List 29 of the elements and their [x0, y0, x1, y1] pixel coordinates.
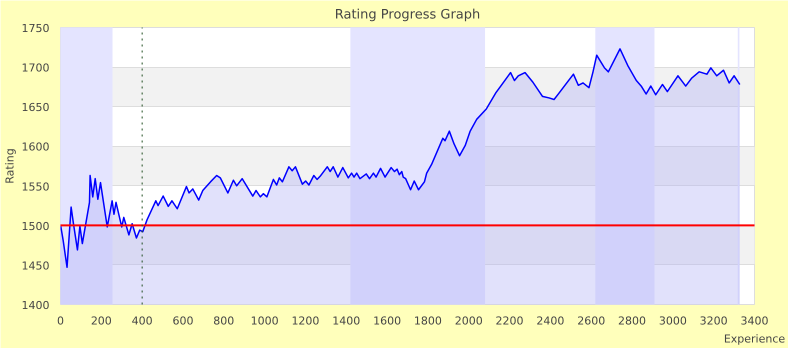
x-tick-label: 2800: [618, 314, 646, 328]
x-tick-label: 200: [90, 314, 112, 328]
x-tick-label: 400: [132, 314, 153, 328]
y-tick-label: 1650: [22, 101, 50, 114]
x-tick-label: 1400: [332, 314, 360, 328]
x-tick-label: 800: [213, 314, 234, 328]
y-axis-title: Rating: [4, 148, 17, 184]
y-tick-label: 1700: [22, 62, 50, 75]
x-tick-label: 0: [57, 314, 64, 328]
x-tick-label: 3000: [658, 314, 687, 328]
x-tick-label: 1600: [373, 314, 402, 328]
y-tick-label: 1550: [22, 180, 50, 194]
y-tick-label: 1500: [22, 220, 50, 233]
x-tick-label: 1200: [291, 314, 320, 328]
y-tick-label: 1600: [22, 140, 50, 154]
chart-title: Rating Progress Graph: [334, 8, 480, 22]
y-tick-label: 1750: [22, 22, 50, 35]
x-tick-label: 1000: [250, 314, 279, 328]
x-tick-label: 600: [172, 314, 194, 328]
x-tick-label: 2400: [536, 314, 564, 328]
y-tick-label: 1450: [22, 259, 50, 272]
x-axis-title: Experience: [724, 332, 786, 346]
x-tick-label: 1800: [414, 314, 442, 328]
x-tick-label: 2000: [454, 314, 483, 328]
x-tick-label: 3400: [740, 314, 769, 328]
y-tick-label: 1400: [22, 299, 50, 312]
x-tick-label: 2200: [496, 314, 524, 328]
x-tick-label: 3200: [700, 314, 728, 328]
x-tick-label: 2600: [577, 314, 606, 328]
